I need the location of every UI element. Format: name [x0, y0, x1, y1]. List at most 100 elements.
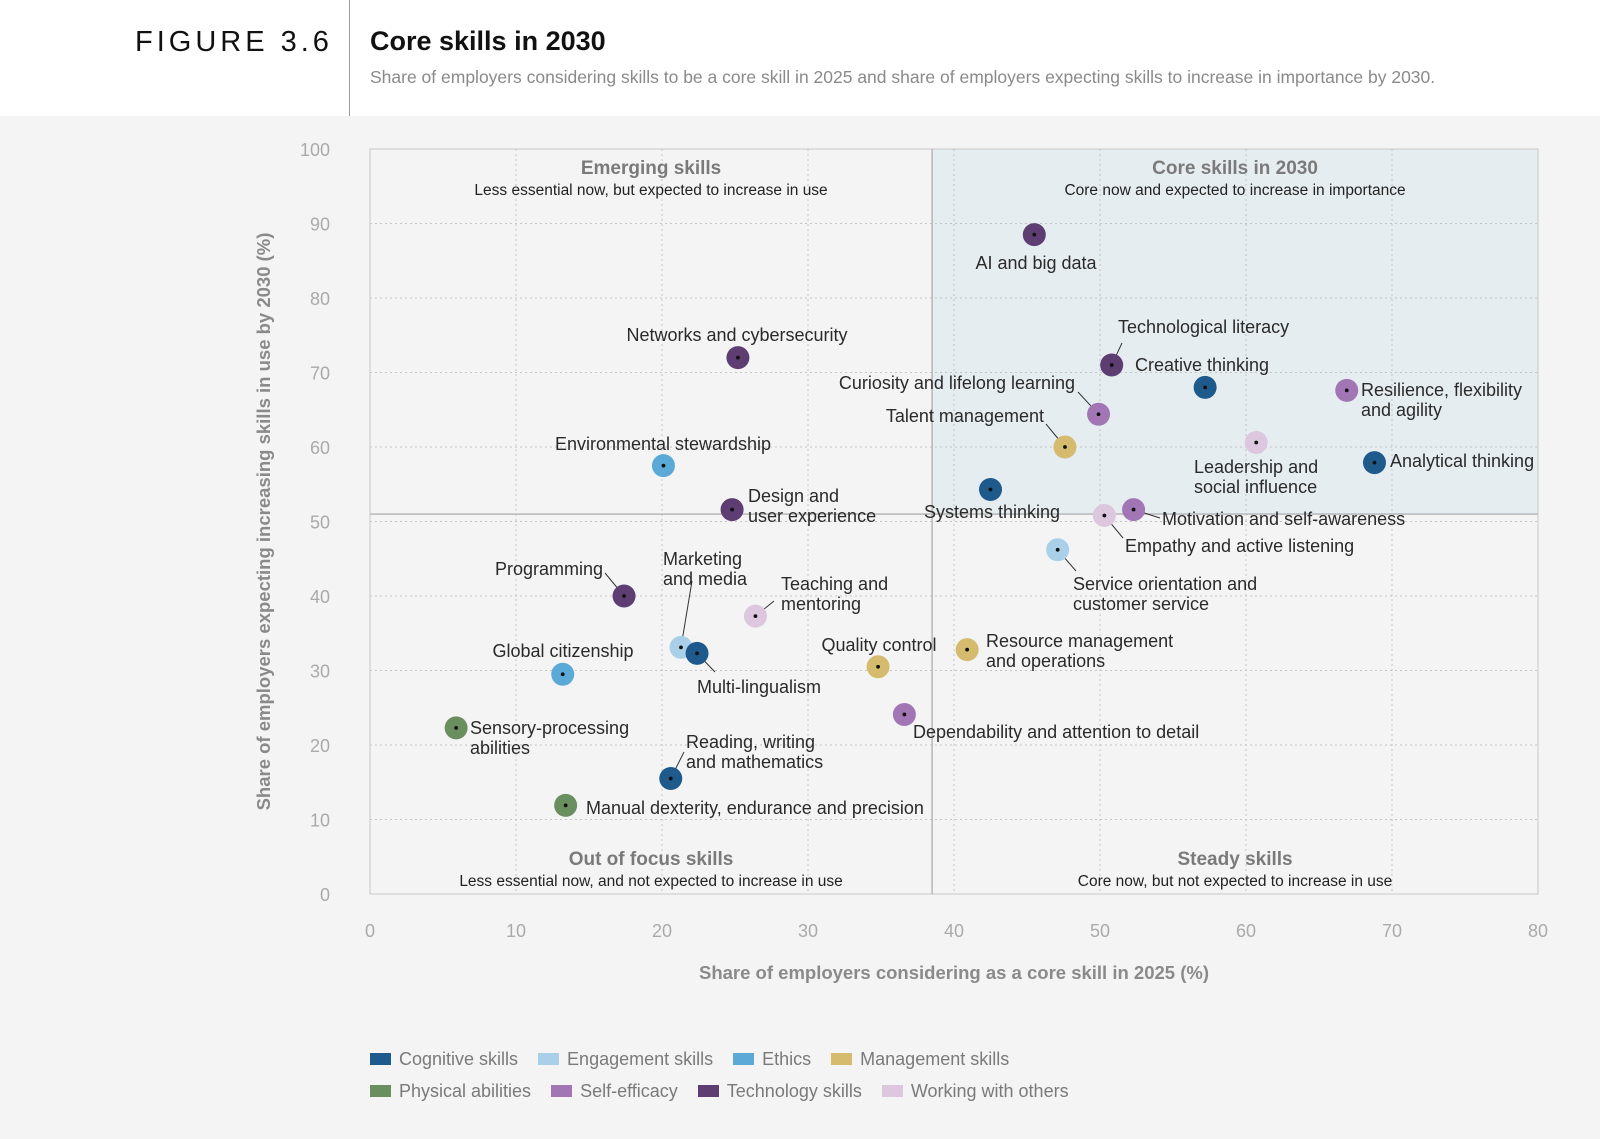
- point-label: Reading, writing and mathematics: [686, 732, 823, 772]
- point-label: Leadership and social influence: [1194, 457, 1318, 497]
- point-label: Curiosity and lifelong learning: [839, 373, 1075, 393]
- point-label-line: Manual dexterity, endurance and precisio…: [586, 798, 924, 818]
- point-label: Systems thinking: [924, 502, 1060, 522]
- point-label: Networks and cybersecurity: [626, 325, 847, 345]
- point-label-line: social influence: [1194, 477, 1317, 497]
- y-tick-label: 30: [310, 662, 330, 682]
- x-tick-label: 70: [1382, 921, 1402, 941]
- x-tick-label: 40: [944, 921, 964, 941]
- point-label-line: mentoring: [781, 594, 861, 614]
- point-label-line: Marketing: [663, 549, 742, 569]
- point-label: AI and big data: [975, 253, 1097, 273]
- point-label-line: Quality control: [821, 635, 936, 655]
- point-label-line: Networks and cybersecurity: [626, 325, 847, 345]
- y-tick-label: 40: [310, 587, 330, 607]
- point-label-line: Leadership and: [1194, 457, 1318, 477]
- point-label: Service orientation and customer service: [1073, 574, 1257, 614]
- x-tick-label: 80: [1528, 921, 1548, 941]
- quadrant-title: Out of focus skills: [569, 849, 734, 870]
- point-label: Empathy and active listening: [1125, 536, 1354, 556]
- point-label: Sensory-processing abilities: [470, 718, 629, 758]
- data-point-center: [1063, 445, 1067, 449]
- chart-title: Core skills in 2030: [370, 26, 606, 56]
- point-label-line: Reading, writing: [686, 732, 815, 752]
- legend-item: Technology skills: [697, 1080, 862, 1102]
- y-tick-label: 60: [310, 438, 330, 458]
- point-label-line: Empathy and active listening: [1125, 536, 1354, 556]
- legend-label: Self-efficacy: [580, 1080, 678, 1101]
- x-tick-label: 0: [365, 921, 375, 941]
- point-label-line: Design and: [748, 486, 839, 506]
- y-tick-label: 20: [310, 736, 330, 756]
- point-label: Technological literacy: [1118, 317, 1289, 337]
- quadrant-subtitle: Core now, but not expected to increase i…: [1078, 873, 1393, 890]
- legend-row: Physical abilities Self-efficacy Technolog…: [370, 1075, 1370, 1107]
- point-label: Marketing and media: [663, 549, 748, 589]
- legend-label: Management skills: [860, 1048, 1010, 1069]
- legend-row: Cognitive skills Engagement skills Ethics M…: [370, 1043, 1370, 1075]
- point-label: Resilience, flexibility and agility: [1361, 380, 1522, 420]
- data-point-center: [1203, 385, 1208, 390]
- data-point-center: [1254, 440, 1259, 445]
- y-tick-label: 10: [310, 811, 330, 831]
- data-point-center: [965, 647, 970, 652]
- point-label: Creative thinking: [1135, 355, 1269, 375]
- point-label: Manual dexterity, endurance and precisio…: [586, 798, 924, 818]
- y-tick-label: 70: [310, 364, 330, 384]
- point-label-line: Programming: [495, 559, 603, 579]
- point-label-line: Service orientation and: [1073, 574, 1257, 594]
- point-label: Design and user experience: [748, 486, 876, 526]
- data-point-center: [695, 651, 699, 656]
- quadrant-title: Core skills in 2030: [1152, 158, 1318, 179]
- quadrant-subtitle: Less essential now, and not expected to …: [459, 873, 842, 890]
- data-point-center: [1109, 363, 1114, 367]
- point-label-line: Motivation and self-awareness: [1162, 509, 1405, 529]
- data-point-center: [563, 803, 568, 808]
- point-label: Dependability and attention to detail: [913, 722, 1199, 742]
- point-label: Programming: [495, 559, 603, 579]
- legend-item: Ethics: [733, 1049, 811, 1070]
- quadrant-title: Emerging skills: [581, 158, 721, 179]
- data-point-center: [988, 487, 993, 492]
- y-axis-label: Share of employers expecting increasing …: [253, 233, 274, 811]
- data-point-center: [730, 507, 734, 512]
- y-tick-label: 0: [320, 885, 330, 905]
- legend-swatch: [370, 1053, 391, 1065]
- y-tick-label: 50: [310, 513, 330, 533]
- point-label-line: Sensory-processing: [470, 718, 629, 738]
- point-label-line: Global citizenship: [492, 641, 633, 661]
- core-quadrant-shade: [932, 149, 1538, 515]
- point-label-line: Talent management: [886, 406, 1044, 426]
- point-label-line: and agility: [1361, 400, 1442, 420]
- legend-label: Engagement skills: [567, 1048, 714, 1069]
- point-label-line: Analytical thinking: [1390, 451, 1534, 471]
- data-point-center: [1055, 547, 1060, 552]
- legend-label: Technology skills: [726, 1080, 862, 1101]
- point-label: Quality control: [821, 635, 936, 655]
- chart-legend: Cognitive skills Engagement skills Ethics M…: [370, 1043, 1370, 1107]
- data-point-center: [668, 776, 673, 781]
- legend-label: Physical abilities: [399, 1080, 532, 1101]
- data-point-center: [1102, 513, 1107, 518]
- data-point-center: [454, 725, 459, 730]
- point-label-line: AI and big data: [975, 253, 1097, 273]
- legend-label: Working with others: [910, 1080, 1069, 1101]
- data-point-center: [753, 614, 758, 619]
- point-label-line: Resource management: [986, 631, 1173, 651]
- data-point-center: [1131, 507, 1136, 512]
- point-label: Analytical thinking: [1390, 451, 1534, 471]
- point-label-line: customer service: [1073, 594, 1209, 614]
- point-label-line: Dependability and attention to detail: [913, 722, 1199, 742]
- point-label-line: Multi-lingualism: [697, 677, 821, 697]
- legend-item: Cognitive skills: [370, 1049, 518, 1070]
- legend-item: Self-efficacy: [551, 1081, 678, 1102]
- legend-swatch: [538, 1053, 560, 1065]
- point-label: Teaching and mentoring: [781, 574, 888, 614]
- point-label-line: Technological literacy: [1118, 317, 1289, 337]
- x-tick-label: 30: [798, 921, 818, 941]
- legend-swatch: [881, 1085, 903, 1097]
- point-label-line: and media: [663, 569, 748, 589]
- header-divider: [349, 0, 350, 116]
- data-point-center: [1096, 412, 1101, 417]
- x-tick-label: 10: [506, 921, 526, 941]
